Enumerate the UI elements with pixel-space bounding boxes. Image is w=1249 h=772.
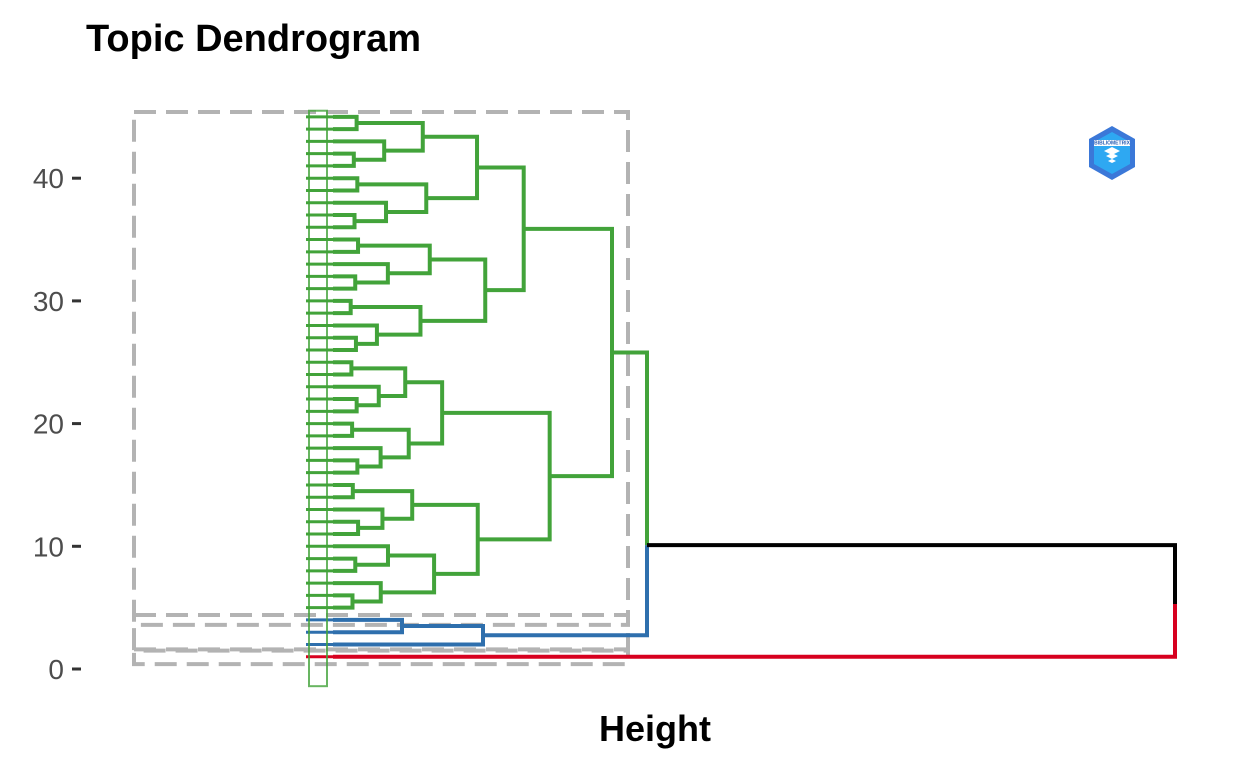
dendrogram-link xyxy=(333,176,360,193)
chart-title: Topic Dendrogram xyxy=(86,18,421,60)
dendrogram-link xyxy=(442,410,552,542)
dendrogram-link xyxy=(333,114,359,132)
y-tick-label: 20 xyxy=(33,409,64,440)
dendrogram-link xyxy=(333,237,361,254)
dendrogram-link xyxy=(333,482,355,500)
dendrogram-link xyxy=(333,421,355,438)
dendrogram-link xyxy=(333,617,404,635)
y-tick-label: 30 xyxy=(33,286,64,317)
dendrogram-link xyxy=(333,262,390,285)
svg-text:BIBLIOMETRIX: BIBLIOMETRIX xyxy=(1094,141,1130,147)
dendrogram-link xyxy=(333,458,360,475)
dendrogram-link xyxy=(333,298,353,316)
dendrogram-link xyxy=(333,519,361,537)
x-axis-title: Height xyxy=(599,708,711,749)
root-link xyxy=(647,543,1177,604)
dendrogram-link xyxy=(333,360,354,377)
dendrogram-link xyxy=(333,556,358,573)
dendrogram-link xyxy=(333,151,356,168)
dendrogram-link xyxy=(356,120,425,153)
dendrogram-link xyxy=(333,446,383,469)
dendrogram-link xyxy=(358,243,432,276)
dendrogram-link xyxy=(350,305,423,337)
dendrogram-link xyxy=(333,200,389,224)
dendrogram-link xyxy=(612,350,649,546)
leaf-labels xyxy=(306,109,333,688)
dendrogram-link xyxy=(333,593,355,610)
y-tick-label: 0 xyxy=(48,654,64,685)
bibliometrix-logo: BIBLIOMETRIX xyxy=(1089,126,1135,180)
dendrogram-link xyxy=(405,380,445,446)
dendrogram-link xyxy=(333,581,383,604)
dendrogram-link xyxy=(333,624,485,647)
dendrogram-link xyxy=(380,553,437,595)
dendrogram-link xyxy=(333,397,359,414)
dendrogram-link xyxy=(483,545,649,638)
dendrogram-link xyxy=(477,165,526,293)
dendrogram-link xyxy=(333,507,385,530)
dendrogram-link xyxy=(351,366,408,398)
dendrogram-link xyxy=(333,384,381,408)
dendrogram-links xyxy=(333,114,1177,659)
dendrogram-link xyxy=(357,182,429,214)
cluster-box xyxy=(132,613,630,653)
dendrogram-link xyxy=(352,427,411,460)
dendrogram-link xyxy=(420,257,488,323)
cluster-box xyxy=(132,109,630,627)
y-tick-label: 40 xyxy=(33,163,64,194)
dendrogram-link xyxy=(422,134,480,201)
dendrogram-link xyxy=(333,323,379,346)
leaf-label-column xyxy=(308,109,328,688)
dendrogram-link xyxy=(333,544,390,567)
y-tick-label: 10 xyxy=(33,531,64,562)
dendrogram-link xyxy=(523,226,614,479)
dendrogram-link xyxy=(333,139,387,162)
y-axis: 0 10 20 30 40 xyxy=(33,163,81,685)
dendrogram-link xyxy=(412,502,480,576)
dendrogram-link xyxy=(333,274,358,291)
dendrogram-link xyxy=(333,213,357,230)
dendrogram-link xyxy=(333,603,1177,659)
dendrogram-link xyxy=(333,335,358,352)
dendrogram-link xyxy=(352,489,415,521)
